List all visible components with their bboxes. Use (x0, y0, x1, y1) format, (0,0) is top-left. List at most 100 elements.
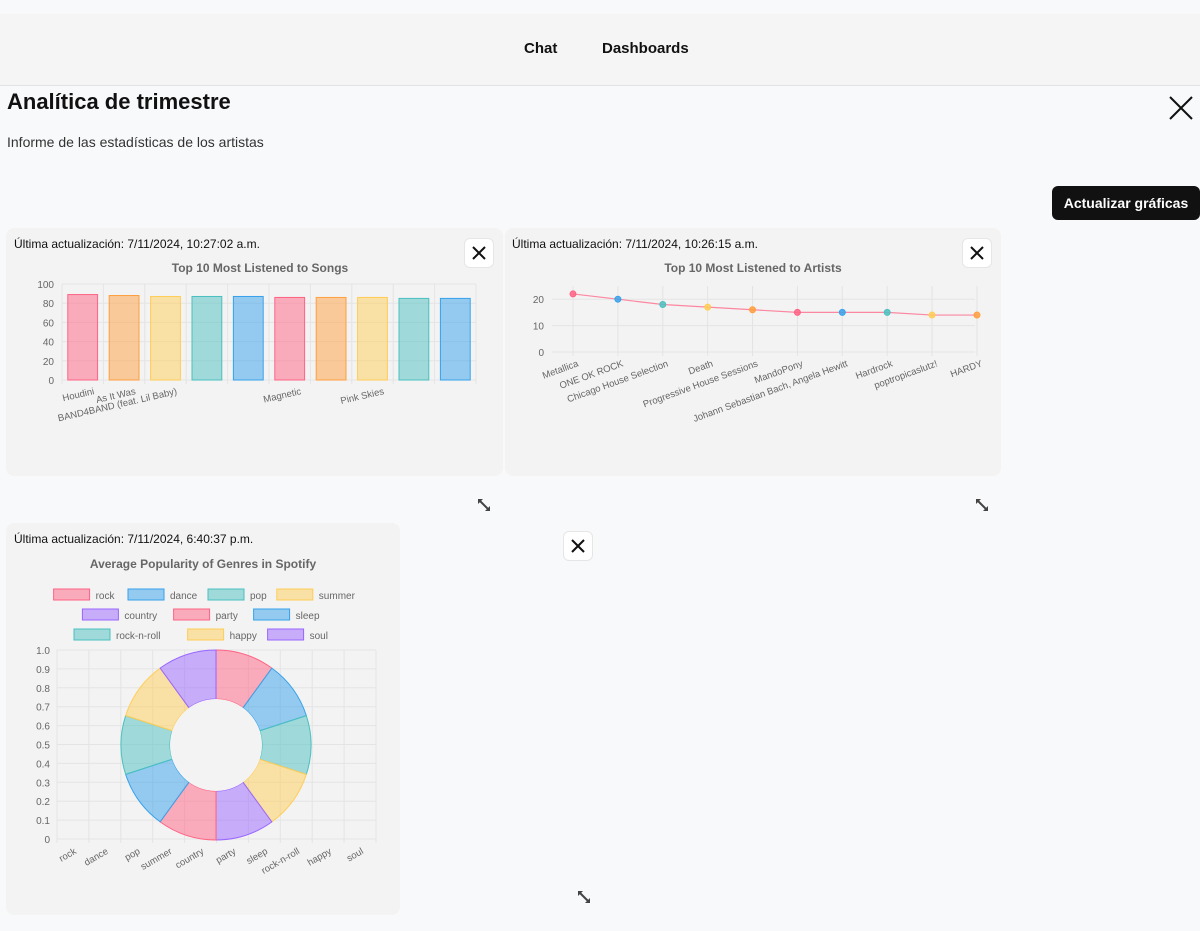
data-point (569, 290, 577, 298)
data-point (973, 311, 981, 319)
y-tick-label: 0 (538, 348, 544, 359)
artists-line-chart: Top 10 Most Listened to Artists01020Meta… (533, 261, 985, 425)
top-nav-bar: Chat Dashboards (0, 14, 1200, 86)
x-tick-label: Pink Skies (339, 386, 385, 407)
close-icon (472, 246, 486, 260)
legend-label: pop (250, 591, 267, 602)
nav-dashboards-link[interactable]: Dashboards (602, 40, 689, 57)
legend-label: rock-n-roll (116, 631, 160, 642)
chart-card-artists: Última actualización: 7/11/2024, 10:26:1… (505, 228, 1001, 476)
page-subtitle: Informe de las estadísticas de los artis… (7, 134, 264, 150)
y-tick-label: 0.4 (36, 759, 50, 770)
x-tick-label: Magnetic (262, 386, 302, 405)
last-updated-label: Última actualización: 7/11/2024, 10:26:1… (512, 237, 758, 251)
data-point (928, 311, 936, 319)
y-tick-label: 0.3 (36, 778, 50, 789)
x-tick-label: country (174, 846, 207, 871)
x-tick-label: Houdini (62, 386, 96, 404)
songs-bar-chart: Top 10 Most Listened to Songs 0 20 40 60 80 10… (37, 261, 477, 424)
legend-label: soul (310, 631, 328, 642)
data-point (883, 308, 891, 316)
y-tick-label: 0 (48, 376, 54, 387)
x-tick-label: HARDY (949, 358, 985, 380)
legend-swatch (253, 608, 291, 621)
bar (67, 294, 99, 381)
data-point (793, 308, 801, 316)
page-title: Analítica de trimestre (7, 89, 231, 114)
nav-chat-link[interactable]: Chat (524, 40, 558, 57)
y-tick-label: 80 (43, 299, 55, 310)
y-tick-label: 0.2 (36, 797, 50, 808)
bar (315, 296, 347, 381)
close-card-button[interactable] (563, 531, 593, 561)
chart-card-genres: Última actualización: 7/11/2024, 6:40:37… (6, 523, 400, 915)
bar (191, 295, 223, 381)
close-icon (571, 539, 585, 553)
x-tick-label: party (214, 846, 238, 866)
y-tick-label: 0.5 (36, 741, 50, 752)
legend-swatch (173, 608, 211, 621)
data-point (838, 308, 846, 316)
legend-swatch (73, 628, 111, 641)
last-updated-label: Última actualización: 7/11/2024, 6:40:37… (14, 532, 254, 546)
bar (439, 297, 471, 381)
legend-swatch (81, 608, 119, 621)
resize-handle-icon[interactable] (576, 889, 592, 905)
y-tick-label: 0.9 (36, 665, 50, 676)
resize-handle-icon[interactable] (476, 497, 492, 513)
legend-swatch (53, 588, 91, 601)
refresh-charts-button[interactable]: Actualizar gráficas (1052, 186, 1200, 220)
data-point (614, 295, 622, 303)
legend-label: country (124, 611, 157, 622)
y-tick-label: 0.8 (36, 684, 50, 695)
genres-doughnut-chart: Average Popularity of Genres in Spotify r… (36, 557, 377, 877)
legend-swatch (187, 628, 225, 641)
y-tick-label: 10 (533, 322, 545, 333)
chart-title: Top 10 Most Listened to Artists (664, 261, 842, 275)
legend-label: party (216, 611, 238, 622)
x-tick-label: happy (306, 846, 334, 869)
y-tick-label: 0.6 (36, 722, 50, 733)
x-tick-label: summer (139, 846, 174, 873)
legend-swatch (127, 588, 165, 601)
bar (357, 296, 388, 381)
legend-swatch (276, 588, 314, 601)
resize-handle-icon[interactable] (974, 497, 990, 513)
y-tick-label: 0.7 (36, 703, 50, 714)
legend-swatch (267, 628, 305, 641)
bar (108, 295, 140, 381)
data-point (704, 303, 712, 311)
y-tick-label: 1.0 (36, 646, 50, 657)
close-card-button[interactable] (962, 238, 992, 268)
doughnut-hole (170, 699, 262, 791)
y-tick-label: 100 (37, 280, 54, 291)
x-tick-label: dance (82, 846, 110, 868)
close-dashboard-icon[interactable] (1168, 95, 1194, 121)
x-tick-label: rock (57, 846, 78, 865)
y-tick-label: 0 (44, 835, 50, 846)
legend-swatch (207, 588, 245, 601)
legend-label: sleep (296, 611, 320, 622)
chart-title: Top 10 Most Listened to Songs (172, 261, 349, 275)
legend-label: rock (96, 591, 116, 602)
legend-label: dance (170, 591, 198, 602)
legend-label: happy (230, 631, 257, 642)
close-icon (970, 246, 984, 260)
data-point (659, 300, 667, 308)
legend-label: summer (319, 591, 356, 602)
x-tick-label: soul (345, 846, 366, 864)
close-card-button[interactable] (464, 238, 494, 268)
bar (150, 295, 181, 381)
chart-card-songs: Última actualización: 7/11/2024, 10:27:0… (6, 228, 503, 476)
last-updated-label: Última actualización: 7/11/2024, 10:27:0… (14, 237, 260, 251)
y-tick-label: 0.1 (36, 816, 50, 827)
x-tick-label: pop (123, 846, 142, 863)
bar (274, 296, 306, 381)
bar (398, 297, 430, 381)
y-tick-label: 20 (43, 357, 55, 368)
y-tick-label: 40 (43, 338, 55, 349)
series-line (572, 293, 977, 316)
x-tick-label: Johann Sebastian Bach, Angela Hewitt (692, 358, 850, 424)
y-tick-label: 60 (43, 318, 55, 329)
chart-title: Average Popularity of Genres in Spotify (90, 557, 317, 571)
